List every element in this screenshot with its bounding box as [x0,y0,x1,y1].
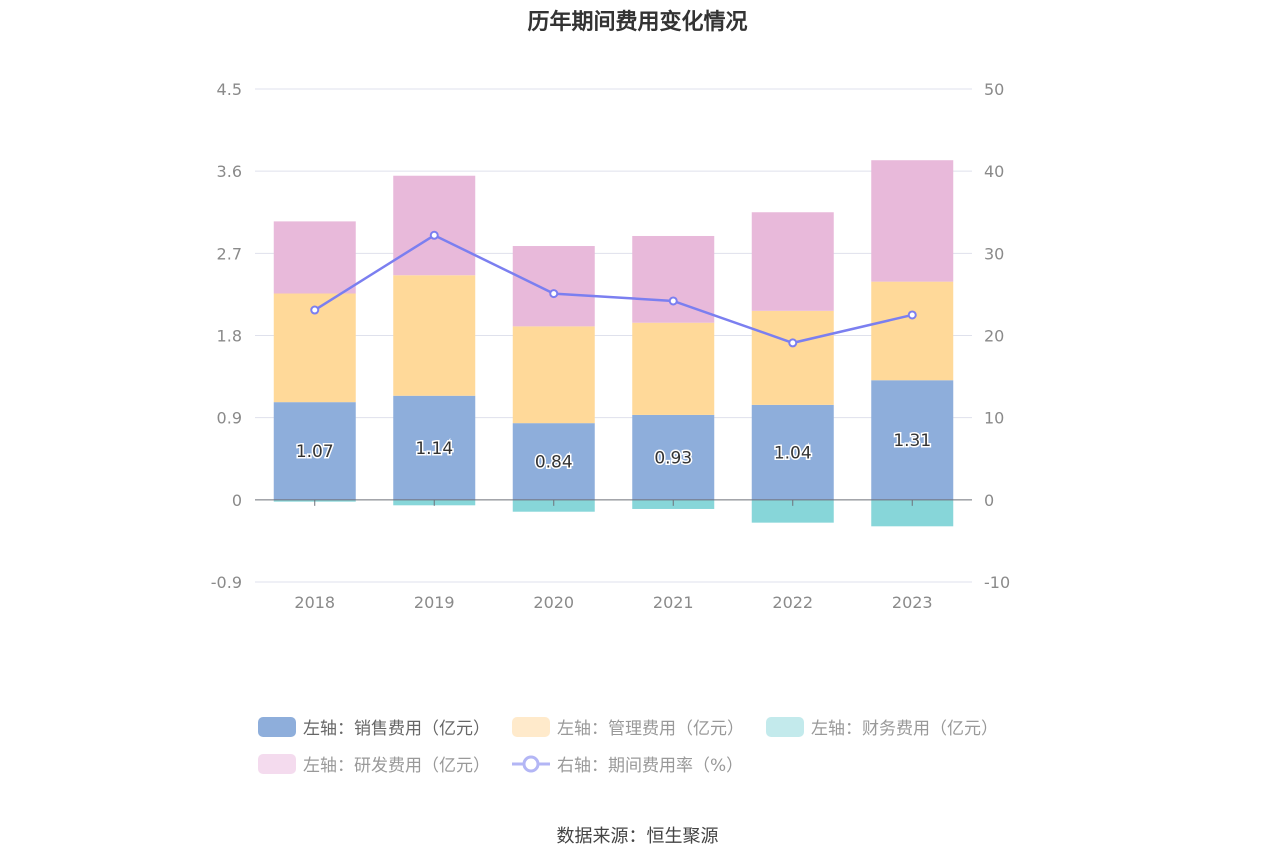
bar-rnd [632,235,715,323]
bar-rnd [512,246,595,327]
data-label-sales: 1.04 [774,443,812,463]
right-tick-label: 10 [984,409,1004,428]
x-tick-label: 2020 [533,593,574,612]
rate-point [907,310,917,320]
rate-point [788,338,798,348]
rate-point [668,296,678,306]
left-axis: 4.5 3.6 2.7 1.8 0.9 0 -0.9 [211,80,242,592]
right-tick-label: -10 [984,573,1010,592]
data-label-sales: 1.07 [296,442,334,462]
legend-item-management[interactable]: 左轴：管理费用（亿元） [512,714,744,739]
x-tick-label: 2021 [653,593,694,612]
grid-lines [255,88,972,583]
rate-point [549,289,559,299]
bar-series [273,160,954,527]
data-labels: 1.07 1.14 0.84 0.93 1.04 1.31 [294,430,932,474]
legend-label-finance: 左轴：财务费用（亿元） [811,719,998,739]
legend-row-1: 左轴：销售费用（亿元） 左轴：管理费用（亿元） 左轴：财务费用（亿元） [258,708,1038,745]
legend-label-rnd: 左轴：研发费用（亿元） [303,756,490,776]
bar-rnd [393,175,476,276]
rate-point [429,230,439,240]
legend-label-sales: 左轴：销售费用（亿元） [303,719,490,739]
data-source: 数据来源：恒生聚源 [556,826,719,847]
legend-line-circle-icon [512,755,550,772]
legend-row-2: 左轴：研发费用（亿元） 右轴：期间费用率（%） [258,745,1038,782]
data-label-sales: 1.14 [415,439,453,459]
x-tick-label: 2023 [892,593,933,612]
legend-label-rate: 右轴：期间费用率（%） [557,756,744,776]
x-axis: 2018 2019 2020 2021 2022 2023 [294,499,933,612]
right-tick-label: 30 [984,244,1004,263]
legend-item-finance[interactable]: 左轴：财务费用（亿元） [766,714,998,739]
bar-sales [871,380,954,500]
bar-management [393,275,476,396]
legend-item-sales[interactable]: 左轴：销售费用（亿元） [258,714,490,739]
chart-title: 历年期间费用变化情况 [527,10,748,35]
bar-sales [512,423,595,500]
right-tick-label: 20 [984,327,1004,346]
legend-swatch-management [512,716,550,737]
data-label-sales: 0.93 [654,448,692,468]
bar-sales [393,395,476,500]
rate-line [314,233,913,345]
bar-sales [751,404,834,500]
left-tick-label: 1.8 [217,327,242,346]
bar-sales [273,402,356,500]
line-series [310,230,917,348]
right-tick-label: 0 [984,491,994,510]
legend-swatch-sales [258,716,296,737]
legend-item-rate[interactable]: 右轴：期间费用率（%） [512,751,743,776]
bar-management [632,322,715,415]
legend-swatch-finance [766,716,804,737]
bar-rnd [273,221,356,294]
bar-management [871,281,954,381]
x-tick-label: 2019 [414,593,455,612]
x-tick-label: 2022 [772,593,813,612]
bar-rnd [751,212,834,311]
legend-item-rnd[interactable]: 左轴：研发费用（亿元） [258,751,490,776]
x-tick-label: 2018 [294,593,335,612]
left-tick-label: 2.7 [217,244,242,263]
left-tick-label: 4.5 [217,80,242,99]
bar-sales [632,414,715,500]
legend: 左轴：销售费用（亿元） 左轴：管理费用（亿元） 左轴：财务费用（亿元） 左轴：研… [258,708,1038,782]
bar-management [512,326,595,424]
right-tick-label: 40 [984,162,1004,181]
legend-label-management: 左轴：管理费用（亿元） [557,719,744,739]
left-tick-label: 3.6 [217,162,242,181]
data-label-sales: 0.84 [535,452,573,472]
left-tick-label: -0.9 [211,573,242,592]
chart-canvas: 4.5 3.6 2.7 1.8 0.9 0 -0.9 50 40 30 20 10 0 -10 2018… [211,80,1010,612]
left-tick-label: 0 [232,491,242,510]
rate-point [310,305,320,315]
data-label-sales: 1.31 [893,431,931,451]
right-axis: 50 40 30 20 10 0 -10 [984,80,1010,592]
bar-management [751,310,834,405]
legend-swatch-rnd [258,753,296,774]
left-tick-label: 0.9 [217,409,242,428]
bar-rnd [871,160,954,282]
right-tick-label: 50 [984,80,1004,99]
bar-finance [751,499,834,523]
